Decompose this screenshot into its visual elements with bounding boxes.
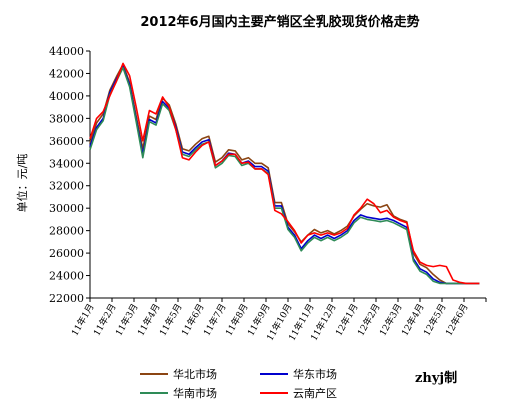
y-ticks: 22000 24000 26000 28000 30000 32000 34000 36000…: [49, 45, 90, 305]
legend-label: 华北市场: [173, 367, 217, 381]
legend-label: 云南产区: [293, 386, 337, 400]
y-tick-label: 32000: [49, 180, 84, 193]
series-lines: [89, 62, 480, 285]
y-tick-label: 44000: [49, 45, 84, 58]
series-line-3: [89, 67, 480, 285]
y-tick-label: 42000: [49, 67, 84, 80]
chart-title: 2012年6月国内主要产销区全乳胶现货价格走势: [140, 14, 419, 30]
legend-label: 华南市场: [173, 386, 217, 400]
series-line-4: [89, 62, 480, 285]
y-tick-label: 28000: [49, 225, 84, 238]
y-axis-label: 单位：元/吨: [15, 154, 29, 213]
plot-area: 22000 24000 26000 28000 30000 32000 34000 36000…: [49, 45, 487, 343]
x-ticks: 11年1月11年2月11年3月11年4月11年5月11年6月11年7月11年8月…: [69, 298, 487, 343]
series-line-1: [89, 63, 480, 285]
credit-label: zhyj制: [415, 370, 457, 386]
y-tick-label: 30000: [49, 202, 84, 215]
y-tick-label: 22000: [49, 292, 84, 305]
y-tick-label: 24000: [49, 270, 84, 283]
y-tick-label: 36000: [49, 135, 84, 148]
plot-frame: [90, 51, 486, 298]
y-tick-label: 40000: [49, 90, 84, 103]
y-tick-label: 26000: [49, 247, 84, 260]
series-line-2: [89, 65, 480, 285]
y-tick-label: 38000: [49, 112, 84, 125]
y-tick-label: 34000: [49, 157, 84, 170]
legend-label: 华东市场: [293, 367, 337, 381]
